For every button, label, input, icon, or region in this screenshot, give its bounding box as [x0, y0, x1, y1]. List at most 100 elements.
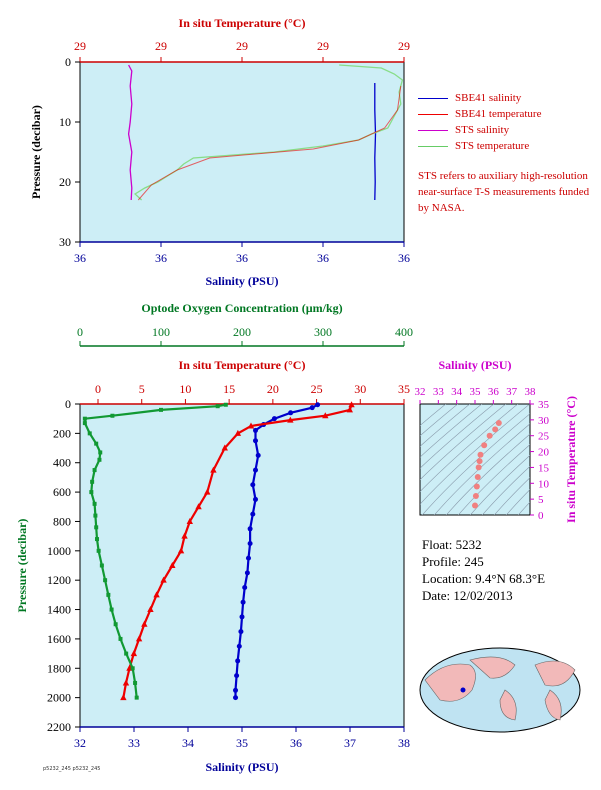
temperature-point: [195, 503, 202, 510]
oxygen-point: [92, 468, 97, 473]
bottom-pressure-tick-label: 1000: [47, 544, 71, 558]
world-map-land: [499, 689, 517, 721]
ts-point: [492, 426, 499, 433]
stamp-text: p5232_245 p5232_245: [43, 766, 101, 772]
top-temp-tick-label: 29: [317, 39, 329, 53]
top-series-sbe41-temperature: [137, 85, 402, 201]
ts-point: [486, 432, 493, 439]
salinity-point: [240, 599, 246, 605]
ts-salinity-tick-label: 33: [433, 386, 445, 398]
salinity-point: [234, 673, 240, 679]
oxygen-point: [82, 416, 87, 421]
salinity-point: [247, 540, 253, 546]
bottom-salinity-tick-label: 37: [344, 736, 356, 750]
oxygen-point: [133, 680, 138, 685]
salinity-point: [315, 402, 321, 408]
bottom-salinity-tick-label: 36: [290, 736, 302, 750]
float-info: Float: 5232 Profile: 245 Location: 9.4°N…: [422, 536, 545, 604]
ts-temp-tick-label: 20: [538, 447, 550, 459]
temperature-point: [322, 412, 329, 419]
ts-point: [472, 502, 478, 509]
top-salinity-tick-label: 36: [398, 251, 410, 265]
oxygen-point: [98, 450, 103, 455]
bottom-pressure-axis-title: Pressure (decibar): [15, 519, 29, 613]
bottom-plot-area: [79, 403, 405, 728]
salinity-point: [235, 658, 241, 664]
salinity-point: [253, 427, 258, 433]
density-contour-line: [420, 404, 483, 458]
temperature-point: [130, 650, 138, 657]
top-salinity-tick-label: 36: [317, 251, 329, 265]
ts-salinity-tick-label: 32: [415, 386, 426, 398]
temperature-point: [181, 532, 188, 539]
top-salinity-tick-label: 36: [236, 251, 248, 265]
bottom-temp-tick-label: 30: [354, 382, 366, 396]
bottom-pressure-tick-label: 800: [53, 514, 71, 528]
oxygen-axis-title: Optode Oxygen Concentration (µm/kg): [141, 301, 342, 315]
oxygen-point: [118, 636, 123, 641]
density-contour-line: [481, 465, 530, 515]
density-contour-line: [420, 404, 447, 426]
salinity-point: [247, 526, 253, 532]
ts-point: [474, 473, 481, 480]
bottom-pressure-tick-label: 1600: [47, 632, 71, 646]
density-contour-line: [529, 514, 530, 515]
oxygen-point: [99, 563, 104, 568]
temperature-point: [204, 488, 211, 495]
ts-salinity-tick-label: 34: [451, 386, 463, 398]
oxygen-tick-label: 0: [77, 325, 83, 339]
top-temp-axis-title: In situ Temperature (°C): [179, 16, 306, 30]
density-contour-line: [421, 413, 530, 515]
density-contour-line: [420, 404, 459, 437]
legend-label: SBE41 temperature: [455, 108, 542, 120]
oxygen-tick-label: 200: [233, 325, 251, 339]
float-id: Float: 5232: [422, 537, 482, 552]
salinity-point: [253, 467, 258, 473]
bottom-pressure-tick-label: 1400: [47, 603, 71, 617]
float-location-marker: [460, 687, 466, 693]
bottom-pressure-tick-label: 1800: [47, 661, 71, 675]
top-temp-tick-label: 29: [74, 39, 86, 53]
top-pressure-tick-label: 0: [65, 55, 71, 69]
top-temp-tick-label: 29: [236, 39, 248, 53]
top-salinity-tick-label: 36: [155, 251, 167, 265]
location: Location: 9.4°N 68.3°E: [422, 571, 546, 586]
temperature-point: [247, 422, 255, 429]
top-pressure-tick-label: 20: [59, 175, 71, 189]
ts-point: [495, 420, 502, 427]
salinity-point: [253, 438, 258, 444]
top-temp-tick-label: 29: [155, 39, 167, 53]
top-pressure-tick-label: 30: [59, 235, 71, 249]
salinity-point: [238, 629, 244, 635]
salinity-point: [255, 452, 261, 458]
oxygen-point: [103, 578, 108, 583]
bottom-temp-tick-label: 15: [223, 382, 235, 396]
temperature-point: [160, 576, 167, 583]
bottom-salinity-tick-label: 34: [182, 736, 194, 750]
top-pressure-tick-label: 10: [59, 115, 71, 129]
salinity-point: [250, 482, 256, 488]
bottom-temp-axis-title: In situ Temperature (°C): [179, 358, 306, 372]
bottom-salinity-tick-label: 33: [128, 736, 140, 750]
legend-item-sts-salinity: STS salinity: [418, 122, 598, 138]
top-temp-tick-label: 29: [398, 39, 410, 53]
legend-swatch: [418, 129, 448, 131]
temperature-point: [346, 406, 353, 413]
ts-point: [481, 442, 488, 449]
top-salinity-axis-title: Salinity (PSU): [205, 274, 278, 288]
density-contour-line: [457, 444, 530, 515]
ts-temp-tick-label: 30: [538, 415, 550, 427]
temperature-point: [186, 517, 193, 524]
temperature-point: [169, 562, 176, 568]
ts-point: [477, 451, 484, 458]
legend-label: SBE41 salinity: [455, 92, 522, 104]
bottom-pressure-tick-label: 400: [53, 456, 71, 470]
salinity-point: [233, 687, 239, 693]
density-contour-line: [420, 404, 519, 493]
bottom-pressure-tick-label: 2200: [47, 720, 71, 734]
top-series-sts-salinity: [127, 64, 133, 201]
top-series-sbe41-salinity: [374, 83, 377, 201]
bottom-temp-tick-label: 5: [139, 382, 145, 396]
oxygen-tick-label: 400: [395, 325, 413, 339]
